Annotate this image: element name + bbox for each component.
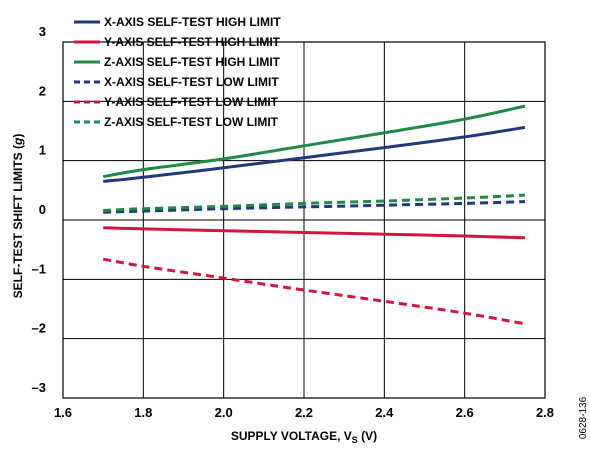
series-line-5 (102, 257, 526, 326)
x-axis-title: SUPPLY VOLTAGE, VS (V) (231, 429, 377, 445)
x-tick-label: 2.6 (456, 405, 474, 420)
y-tick-label: 1 (39, 143, 46, 158)
y-tick-label: 0 (39, 202, 46, 217)
series-line-1 (103, 125, 526, 183)
y-tick-label: –3 (32, 380, 46, 395)
legend-label: X-AXIS SELF-TEST LOW LIMIT (104, 75, 279, 89)
y-tick-label: 3 (39, 24, 46, 39)
series-line-3 (102, 104, 526, 179)
legend-label: X-AXIS SELF-TEST HIGH LIMIT (104, 15, 281, 29)
legend-label: Z-AXIS SELF-TEST HIGH LIMIT (104, 55, 281, 69)
x-tick-label: 2.8 (536, 405, 554, 420)
y-tick-label: 2 (39, 83, 46, 98)
series-line-4 (103, 200, 525, 214)
legend-label: Z-AXIS SELF-TEST LOW LIMIT (104, 115, 279, 129)
legend-label: Y-AXIS SELF-TEST HIGH LIMIT (104, 35, 281, 49)
grid-lines (63, 42, 545, 398)
y-tick-labels: –3 –2 –1 0 1 2 3 (32, 24, 46, 395)
series-lines (102, 104, 526, 326)
x-tick-labels: 1.6 1.8 2.0 2.2 2.4 2.6 2.8 (54, 405, 554, 420)
x-tick-label: 2.0 (215, 405, 233, 420)
x-tick-label: 2.4 (375, 405, 394, 420)
x-tick-label: 1.8 (134, 405, 152, 420)
series-line-2 (103, 226, 525, 240)
x-tick-label: 1.6 (54, 405, 72, 420)
legend: X-AXIS SELF-TEST HIGH LIMIT Y-AXIS SELF-T… (74, 15, 281, 129)
plot-frame (62, 41, 546, 399)
x-tick-label: 2.2 (295, 405, 313, 420)
series-line-6 (103, 193, 525, 212)
y-tick-label: –1 (32, 261, 46, 276)
y-tick-label: –2 (32, 321, 46, 336)
figure-code: 0628-136 (578, 396, 589, 439)
legend-label: Y-AXIS SELF-TEST LOW LIMIT (104, 95, 279, 109)
y-axis-title: SELF-TEST SHIFT LIMITS (g) (11, 134, 25, 299)
